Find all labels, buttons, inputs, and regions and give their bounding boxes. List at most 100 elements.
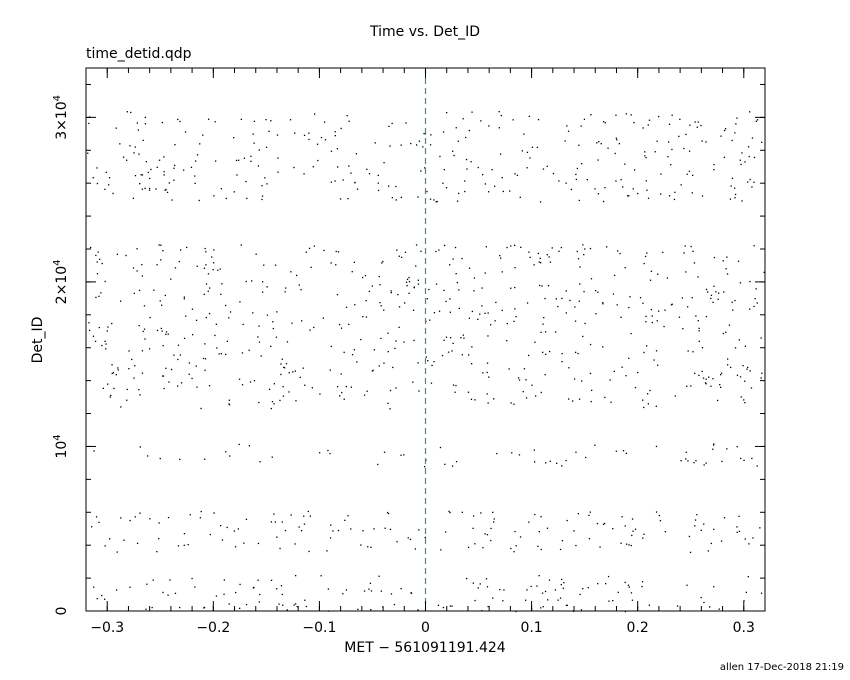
data-point <box>327 588 329 590</box>
data-point <box>754 298 756 300</box>
data-point <box>493 398 495 400</box>
data-point <box>205 251 207 253</box>
data-point <box>273 403 275 405</box>
data-point <box>282 386 284 388</box>
data-point <box>372 369 374 371</box>
data-point <box>146 583 148 585</box>
data-point <box>600 143 602 145</box>
data-point <box>324 139 327 141</box>
data-point <box>88 322 90 324</box>
data-point <box>583 291 585 293</box>
data-point <box>251 280 253 282</box>
data-point <box>697 276 699 278</box>
data-point <box>597 159 599 161</box>
data-point <box>514 530 516 533</box>
data-point <box>117 369 119 371</box>
data-point <box>703 523 705 525</box>
data-point <box>736 526 738 528</box>
data-point <box>339 198 342 200</box>
data-point <box>147 455 149 457</box>
data-point <box>574 306 576 308</box>
data-point <box>479 313 481 315</box>
data-point <box>449 511 451 514</box>
data-point <box>685 271 687 273</box>
data-point <box>284 291 286 293</box>
data-point <box>365 300 367 302</box>
data-point <box>414 548 416 550</box>
data-point <box>309 329 311 331</box>
data-point <box>307 510 309 513</box>
data-point <box>760 592 763 594</box>
data-point <box>377 182 379 184</box>
data-point <box>228 603 230 605</box>
data-point <box>671 148 673 151</box>
data-point <box>588 538 591 540</box>
data-point <box>412 381 414 383</box>
data-point <box>620 179 622 181</box>
data-point <box>102 387 104 389</box>
data-point <box>702 377 705 379</box>
data-point <box>615 180 617 182</box>
data-point <box>736 374 739 376</box>
data-point <box>177 385 179 387</box>
data-point <box>373 349 375 351</box>
data-point <box>406 285 408 287</box>
data-point <box>396 541 398 543</box>
data-point <box>470 161 472 163</box>
data-point <box>565 290 567 292</box>
data-point <box>417 196 419 198</box>
data-point <box>722 332 724 335</box>
data-point <box>420 250 422 252</box>
data-point <box>310 266 312 268</box>
data-point <box>229 311 232 313</box>
data-point <box>158 244 160 246</box>
data-point <box>488 376 490 378</box>
data-point <box>101 262 103 265</box>
data-point <box>670 164 672 166</box>
x-tick-label: 0.1 <box>520 620 542 636</box>
data-point <box>501 271 503 273</box>
data-point <box>676 605 679 607</box>
data-point <box>144 123 146 125</box>
data-point <box>492 597 494 599</box>
data-point <box>452 150 454 152</box>
data-point <box>513 320 515 322</box>
data-point <box>727 358 729 360</box>
plot-frame <box>85 67 766 612</box>
data-point <box>88 122 90 125</box>
data-point <box>138 325 140 327</box>
data-point <box>363 394 366 396</box>
data-point <box>749 280 751 283</box>
data-point <box>274 521 276 523</box>
data-point <box>565 182 567 184</box>
data-point <box>258 341 261 343</box>
data-point <box>556 462 558 464</box>
data-point <box>485 578 488 580</box>
data-point <box>164 294 166 297</box>
data-point <box>500 114 502 117</box>
data-point <box>642 537 644 539</box>
data-point <box>163 156 165 158</box>
data-point <box>246 197 248 200</box>
data-point <box>710 542 712 545</box>
data-point <box>390 593 393 595</box>
data-point <box>108 177 111 179</box>
data-point <box>112 192 114 195</box>
data-point <box>598 141 600 143</box>
data-point <box>139 183 141 185</box>
data-point <box>323 249 325 252</box>
data-point <box>536 146 538 149</box>
data-point <box>442 131 445 133</box>
data-point <box>236 174 238 176</box>
data-point <box>525 397 528 399</box>
data-point <box>473 290 475 292</box>
data-point <box>633 122 635 124</box>
data-point <box>474 399 476 401</box>
data-point <box>645 321 647 323</box>
data-point <box>96 167 98 169</box>
data-point <box>720 374 722 376</box>
credit-footer: allen 17-Dec-2018 21:19 <box>719 662 844 673</box>
data-point <box>413 339 415 342</box>
data-point <box>453 154 455 157</box>
data-point <box>647 403 649 405</box>
